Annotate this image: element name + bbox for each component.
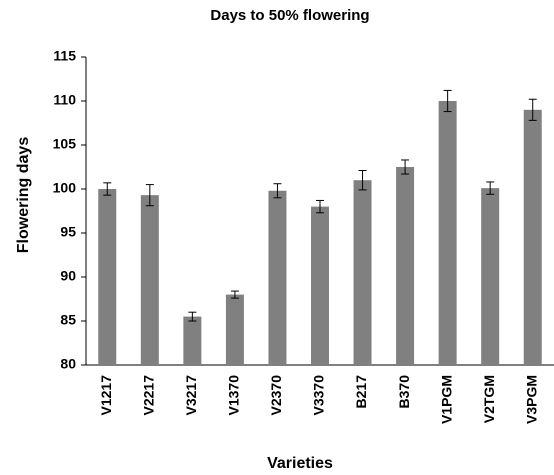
error-bar [486, 181, 495, 195]
x-axis-label: Varieties [267, 455, 333, 472]
y-tick-label: 105 [53, 136, 77, 152]
chart-title: Days to 50% flowering [210, 7, 369, 24]
x-tick-label: V3217 [183, 375, 199, 416]
error-bar [145, 184, 154, 207]
y-tick-label: 110 [53, 92, 76, 108]
error-bar [401, 159, 410, 175]
bar [438, 101, 457, 365]
bar [268, 190, 287, 365]
bar [183, 316, 202, 365]
x-tick-label: V1PGM [438, 375, 454, 424]
x-tick-label: B370 [396, 375, 412, 409]
error-bar [230, 290, 239, 299]
x-tick-label: V2217 [141, 375, 157, 416]
bar [225, 294, 244, 365]
x-tick-label: B217 [353, 375, 369, 409]
y-axis-label: Flowering days [15, 137, 32, 254]
error-bar [188, 311, 197, 322]
error-bar [316, 199, 324, 214]
x-tick-label: V3PGM [523, 375, 539, 424]
bar [523, 109, 542, 365]
x-tick-label: V1217 [98, 375, 114, 416]
error-bar [273, 183, 282, 199]
bar [98, 189, 117, 365]
error-bar [103, 182, 112, 196]
x-tick-label: V2TGM [481, 375, 497, 423]
bar [140, 195, 159, 365]
y-tick-label: 90 [60, 268, 76, 284]
y-tick-label: 115 [53, 48, 76, 64]
error-bar [528, 98, 537, 121]
bar [353, 180, 372, 365]
x-tick-label: V2370 [268, 375, 284, 416]
bar [311, 206, 329, 365]
x-tick-label: V1370 [226, 375, 242, 416]
bar [396, 167, 415, 365]
y-tick-label: 100 [53, 180, 77, 196]
error-bar [358, 170, 367, 191]
y-tick-label: 80 [60, 356, 76, 372]
error-bar [443, 89, 452, 113]
bar [481, 188, 500, 365]
y-tick-label: 85 [60, 312, 76, 328]
y-tick-label: 95 [60, 224, 76, 240]
x-tick-label: V3370 [311, 375, 327, 416]
